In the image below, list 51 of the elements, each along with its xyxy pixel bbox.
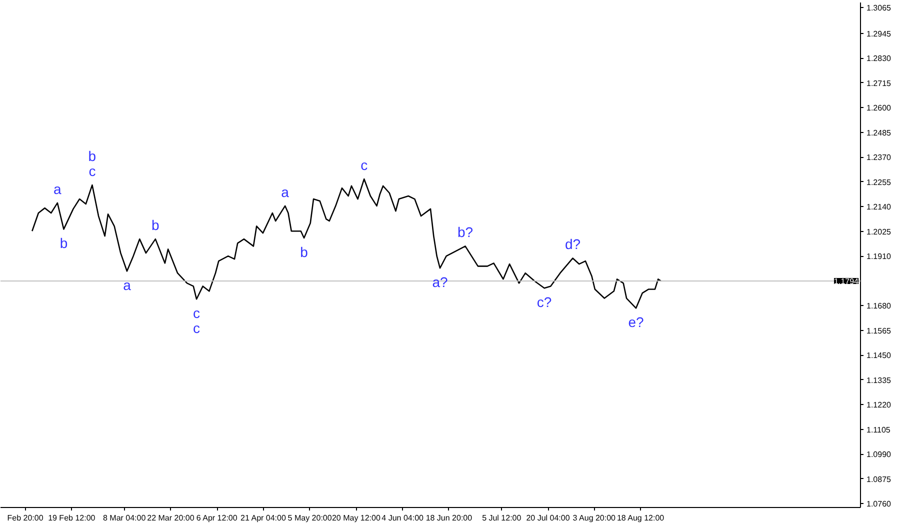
annotation: b <box>300 244 308 260</box>
x-tick-label: 18 Aug 12:00 <box>616 514 665 522</box>
y-tick-label: 1.1220 <box>866 400 892 410</box>
annotation: a <box>54 180 62 197</box>
annotation: a? <box>432 274 448 290</box>
y-tick-label: 1.2255 <box>866 178 892 187</box>
annotation: c <box>193 305 200 322</box>
annotation: d? <box>564 236 581 252</box>
annotation: b <box>88 148 96 164</box>
x-tick-label: Feb 20:00 <box>7 514 44 522</box>
y-tick-label: 1.1450 <box>866 351 892 360</box>
annotation: c? <box>536 294 552 310</box>
annotation: b <box>60 235 68 252</box>
y-tick-label: 1.2715 <box>866 78 892 88</box>
x-tick-label: 20 May 12:00 <box>332 514 381 522</box>
x-tick-label: 18 Jun 20:00 <box>426 514 473 522</box>
y-tick-label: 1.2600 <box>866 104 892 113</box>
y-tick-label: 1.2025 <box>866 227 892 236</box>
x-tick-label: 5 May 20:00 <box>288 514 332 522</box>
y-tick-label: 1.1105 <box>866 425 891 434</box>
annotation: a <box>123 277 132 294</box>
y-tick-label: 1.1335 <box>866 376 892 385</box>
y-tick-label: 1.2370 <box>866 153 892 162</box>
y-tick-label: 1.0760 <box>866 500 892 509</box>
y-tick-label: 1.2140 <box>866 202 892 212</box>
y-tick-label: 1.0990 <box>866 450 892 460</box>
x-tick-label: 19 Feb 12:00 <box>48 514 96 522</box>
annotation: c <box>88 163 96 180</box>
ref-line-label: 1.1794 <box>834 277 860 286</box>
annotation: c <box>193 320 200 336</box>
y-tick-label: 1.2485 <box>866 128 892 138</box>
y-tick-label: 1.1680 <box>866 302 892 311</box>
y-tick-label: 1.3065 <box>866 3 892 12</box>
annotation: b <box>152 217 160 234</box>
x-tick-label: 22 Mar 20:00 <box>147 514 195 522</box>
y-tick-label: 1.0875 <box>866 474 892 484</box>
y-tick-label: 1.2830 <box>866 54 892 64</box>
x-tick-label: 3 Aug 20:00 <box>572 514 616 522</box>
y-tick-label: 1.1910 <box>866 252 892 262</box>
x-tick-label: 8 Mar 04:00 <box>102 514 146 522</box>
x-tick-label: 6 Apr 12:00 <box>196 514 238 522</box>
annotation: a <box>281 184 290 200</box>
y-tick-label: 1.2945 <box>866 29 892 38</box>
x-tick-label: 21 Apr 04:00 <box>240 514 286 522</box>
x-tick-label: 5 Jul 12:00 <box>482 514 522 522</box>
x-tick-label: 20 Jul 04:00 <box>526 514 570 522</box>
y-tick-label: 1.1565 <box>866 326 892 336</box>
x-tick-label: 4 Jun 04:00 <box>382 514 424 522</box>
annotation: e? <box>628 314 644 330</box>
annotation: c <box>360 157 368 174</box>
annotation: b? <box>457 224 474 240</box>
